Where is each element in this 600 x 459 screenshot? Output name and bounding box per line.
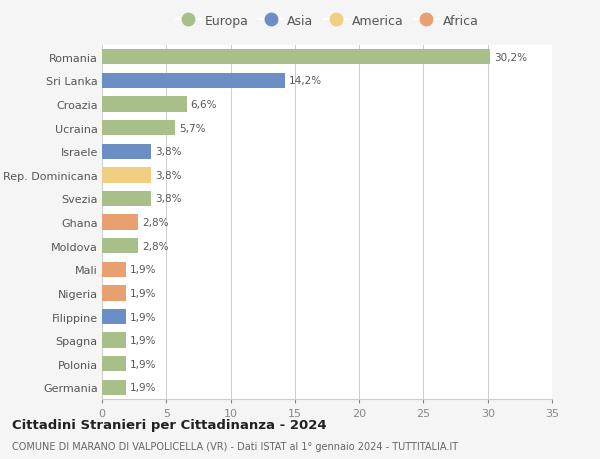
Bar: [102, 73, 284, 89]
Text: Cittadini Stranieri per Cittadinanza - 2024: Cittadini Stranieri per Cittadinanza - 2…: [12, 418, 326, 431]
Bar: [102, 50, 490, 65]
Bar: [102, 215, 138, 230]
Bar: [102, 121, 175, 136]
Bar: [102, 285, 127, 301]
Text: 3,8%: 3,8%: [155, 170, 181, 180]
Text: 1,9%: 1,9%: [130, 312, 157, 322]
Text: 30,2%: 30,2%: [494, 53, 527, 63]
Text: 5,7%: 5,7%: [179, 123, 206, 134]
Bar: [102, 380, 127, 395]
Text: 6,6%: 6,6%: [191, 100, 217, 110]
Bar: [102, 191, 151, 207]
Text: 1,9%: 1,9%: [130, 336, 157, 346]
Text: 1,9%: 1,9%: [130, 265, 157, 275]
Bar: [102, 144, 151, 160]
Text: 2,8%: 2,8%: [142, 218, 169, 228]
Text: COMUNE DI MARANO DI VALPOLICELLA (VR) - Dati ISTAT al 1° gennaio 2024 - TUTTITAL: COMUNE DI MARANO DI VALPOLICELLA (VR) - …: [12, 441, 458, 451]
Bar: [102, 168, 151, 183]
Bar: [102, 309, 127, 325]
Bar: [102, 239, 138, 254]
Text: 3,8%: 3,8%: [155, 147, 181, 157]
Text: 1,9%: 1,9%: [130, 359, 157, 369]
Text: 14,2%: 14,2%: [289, 76, 322, 86]
Text: 3,8%: 3,8%: [155, 194, 181, 204]
Text: 1,9%: 1,9%: [130, 288, 157, 298]
Text: 2,8%: 2,8%: [142, 241, 169, 251]
Bar: [102, 97, 187, 112]
Bar: [102, 262, 127, 277]
Legend: Europa, Asia, America, Africa: Europa, Asia, America, Africa: [170, 10, 484, 33]
Bar: [102, 333, 127, 348]
Bar: [102, 356, 127, 372]
Text: 1,9%: 1,9%: [130, 382, 157, 392]
